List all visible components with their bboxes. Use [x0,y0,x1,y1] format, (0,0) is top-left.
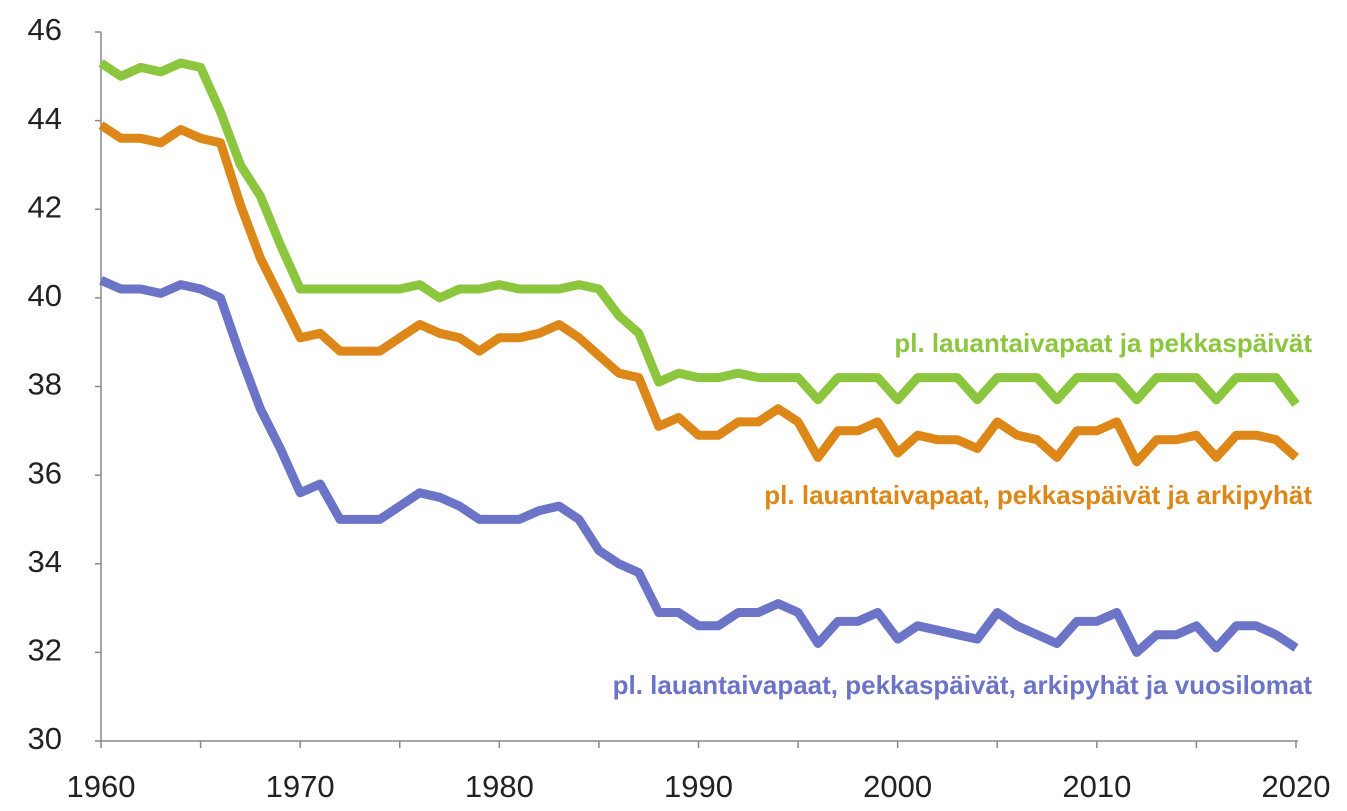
x-tick-label: 1970 [266,769,335,804]
y-tick-label: 42 [28,189,62,224]
y-tick-label: 46 [28,12,62,47]
series-label: pl. lauantaivapaat ja pekkaspäivät [894,328,1312,358]
series-label: pl. lauantaivapaat, pekkaspäivät, arkipy… [613,670,1313,700]
x-tick-label: 1960 [67,769,136,804]
series-line [98,121,1299,467]
x-tick-label: 2020 [1262,769,1331,804]
y-tick-label: 40 [28,278,62,313]
y-tick-label: 36 [28,455,62,490]
series-label: pl. lauantaivapaat, pekkaspäivät ja arki… [764,480,1312,510]
y-tick-label: 32 [28,633,62,668]
y-tick-label: 44 [28,101,62,136]
x-tick-label: 1980 [465,769,534,804]
y-tick-label: 38 [28,367,62,402]
x-tick-label: 1990 [664,769,733,804]
y-tick-label: 30 [28,721,62,756]
x-tick-label: 2010 [1062,769,1131,804]
x-tick-label: 2000 [863,769,932,804]
y-tick-label: 34 [28,544,62,579]
series-line [98,58,1300,407]
series-line [99,276,1299,657]
